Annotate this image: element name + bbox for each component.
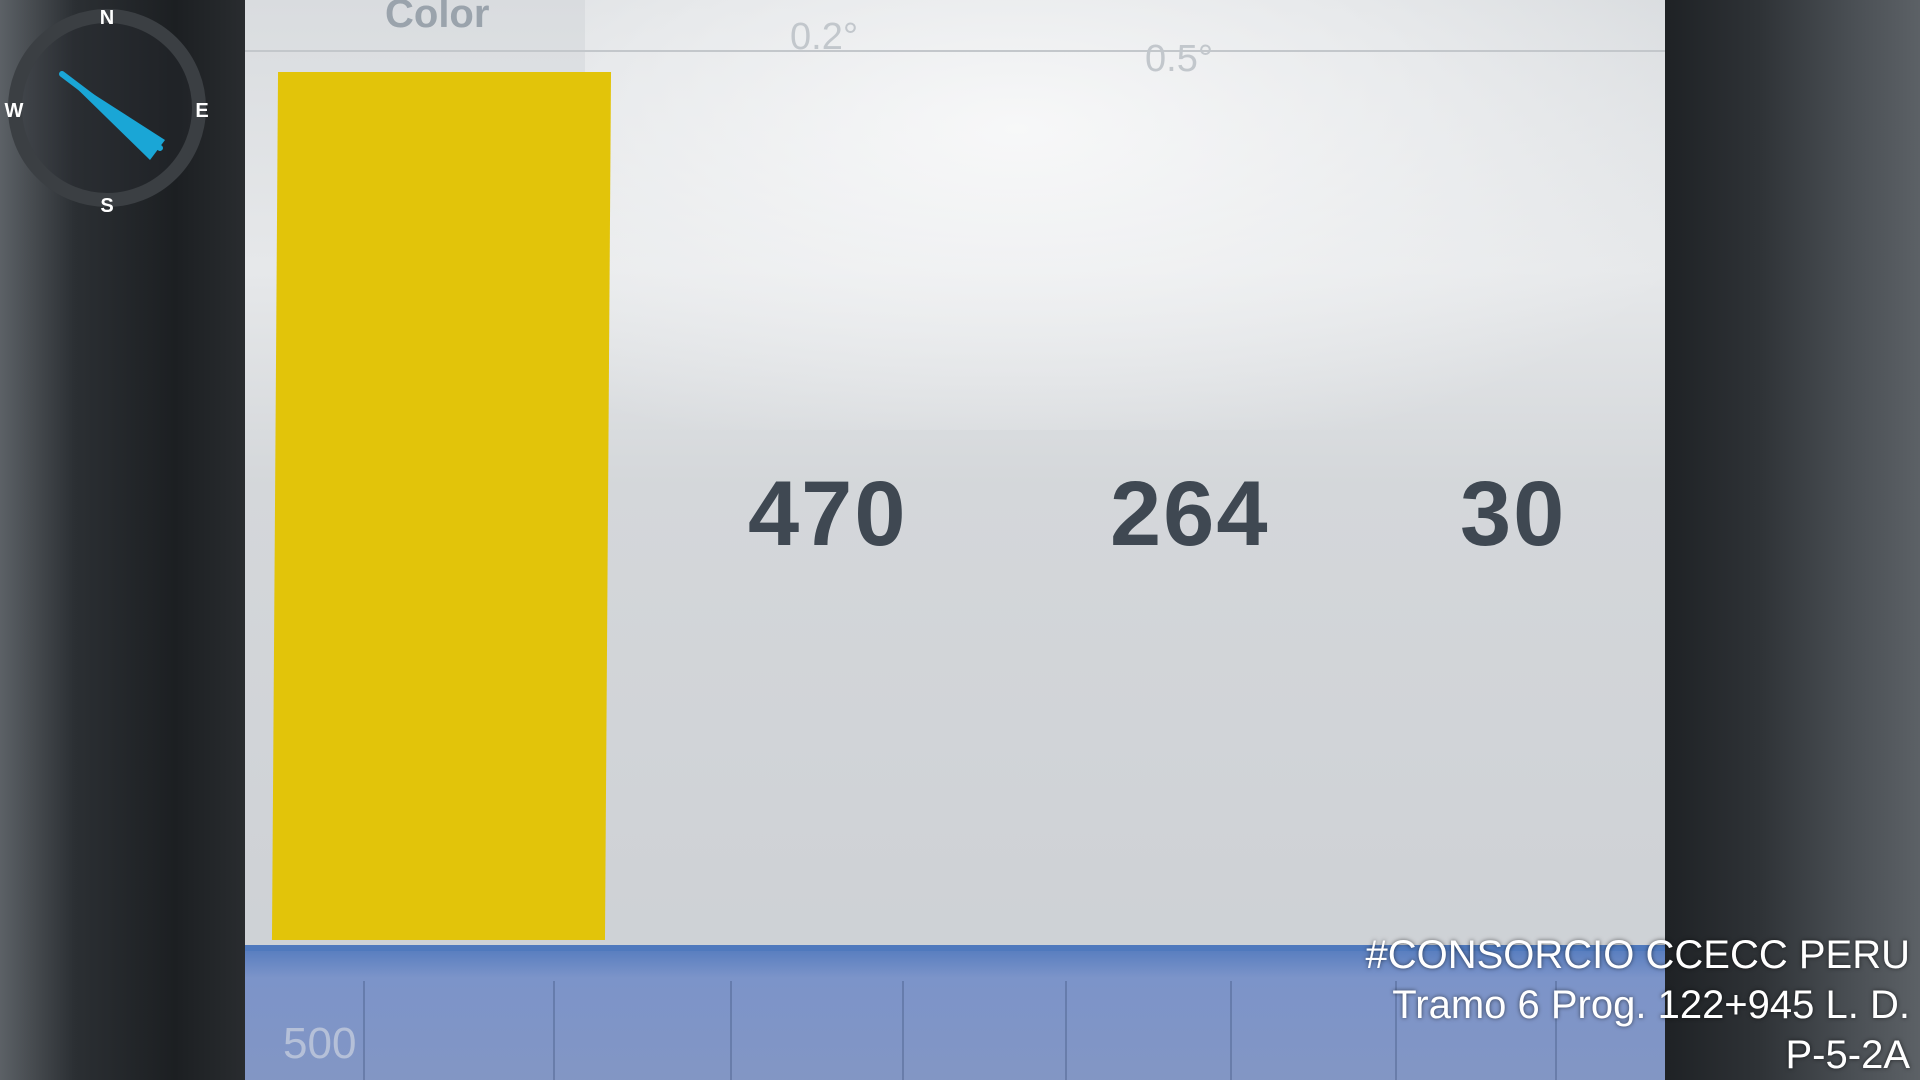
color-swatch <box>271 72 612 940</box>
grid-line <box>1230 981 1232 1080</box>
compass-north-label: N <box>100 7 114 29</box>
reading-value-3: 30 <box>1460 463 1567 565</box>
compass-needle-head <box>62 74 165 160</box>
header-color-label: Color <box>385 0 490 36</box>
device-frame-right <box>1650 0 1920 1080</box>
grid-line <box>1395 981 1397 1080</box>
screen-glare <box>585 0 1665 430</box>
reading-value-1: 470 <box>748 463 908 565</box>
chart-axis-label: 500 <box>283 1019 357 1068</box>
grid-line <box>902 981 904 1080</box>
grid-line <box>1065 981 1067 1080</box>
compass-south-label: S <box>100 195 113 217</box>
compass-icon: N E S W <box>5 7 209 217</box>
watermark-line-3: P-5-2A <box>1785 1033 1911 1077</box>
photo-watermark: #CONSORCIO CCECC PERU Tramo 6 Prog. 122+… <box>1365 930 1910 1080</box>
watermark-line-2: Tramo 6 Prog. 122+945 L. D. <box>1392 983 1910 1027</box>
header-angle-2: 0.5° <box>1145 38 1214 80</box>
watermark-line-1: #CONSORCIO CCECC PERU <box>1365 933 1910 977</box>
grid-line <box>553 981 555 1080</box>
compass-west-label: W <box>5 100 24 122</box>
grid-line <box>1555 981 1557 1080</box>
header-angle-1: 0.2° <box>790 16 859 58</box>
chart-strip: 500 <box>245 945 1665 1080</box>
grid-line <box>363 981 365 1080</box>
reading-value-2: 264 <box>1110 463 1270 565</box>
table-header: Color 0.2° 0.5° <box>245 0 1665 80</box>
compass-east-label: E <box>195 100 208 122</box>
grid-line <box>730 981 732 1080</box>
device-screen: Color 0.2° 0.5° 470 264 30 500 <box>245 0 1665 1080</box>
